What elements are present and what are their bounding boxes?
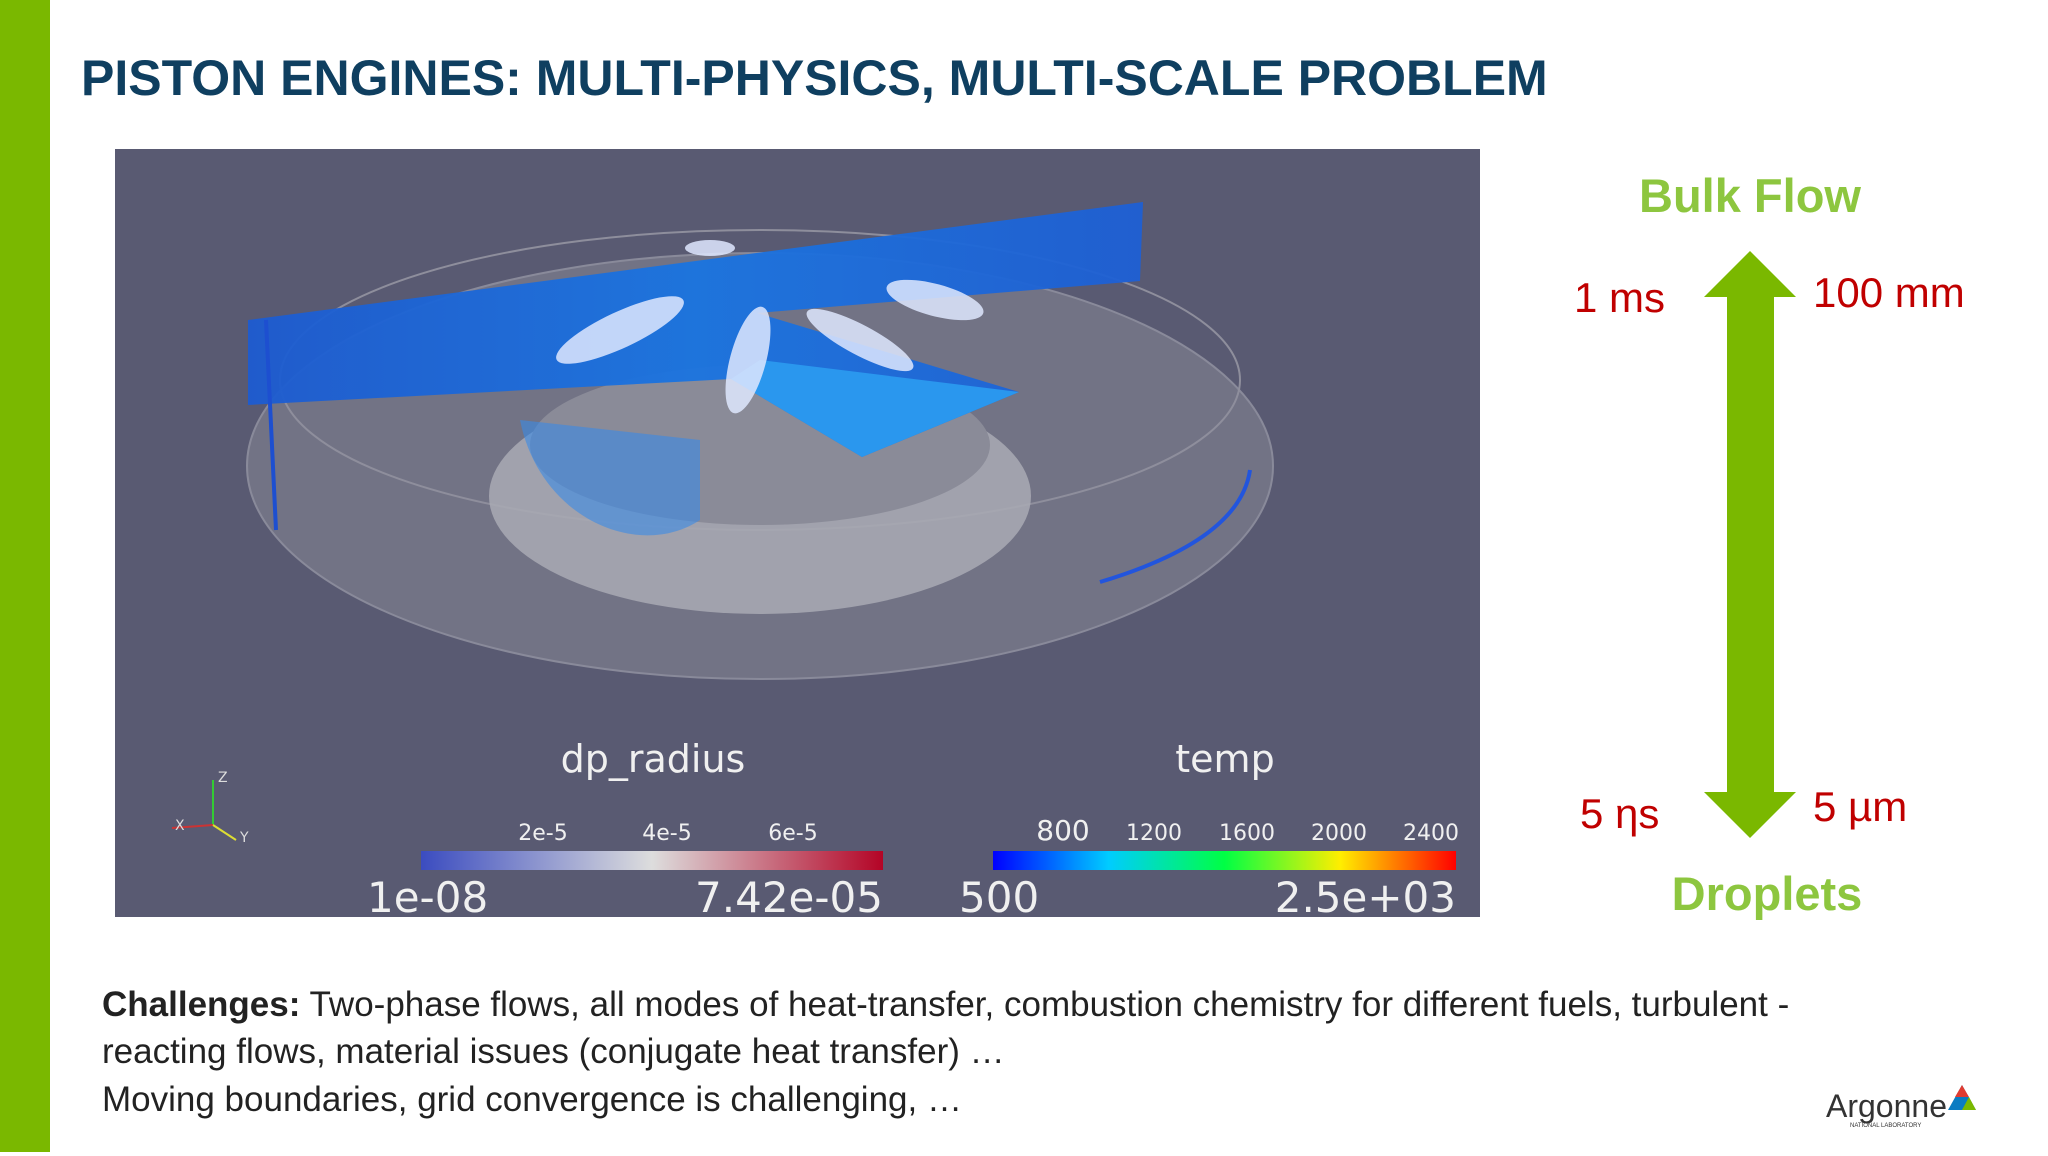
scale-label: 100 mm xyxy=(1813,269,1965,316)
simulation-image: dp_radius temp 2e-5 4e-5 6e-5 800 1200 1… xyxy=(115,149,1480,922)
axis-label: Y xyxy=(239,830,249,846)
logo-name: Argonne xyxy=(1826,1088,1947,1124)
colorbar-tick: 800 xyxy=(1036,814,1089,847)
side-bar xyxy=(0,0,50,1152)
colorbar-tick: 2000 xyxy=(1311,821,1367,846)
scale-label: 5 µm xyxy=(1813,783,1907,830)
colorbar-tick: 6e-5 xyxy=(768,821,817,846)
colorbar-title: temp xyxy=(1175,737,1274,781)
challenges-text: Two-phase flows, all modes of heat-trans… xyxy=(300,985,1789,1024)
colorbar xyxy=(993,851,1456,870)
colorbar-tick: 1600 xyxy=(1219,821,1275,846)
colorbar-tick: 2400 xyxy=(1403,821,1459,846)
scale-arrow xyxy=(1704,251,1796,838)
slide-title: PISTON ENGINES: MULTI-PHYSICS, MULTI-SCA… xyxy=(81,50,1548,106)
scale-bottom: Droplets xyxy=(1672,867,1863,920)
scale-top: Bulk Flow xyxy=(1639,169,1861,222)
colorbar-max: 2.5e+03 xyxy=(1275,873,1456,922)
challenges-line: Moving boundaries, grid convergence is c… xyxy=(102,1080,962,1119)
colorbar-max: 7.42e-05 xyxy=(695,873,883,922)
axis-label: Z xyxy=(218,770,228,786)
colorbar-tick: 2e-5 xyxy=(518,821,567,846)
challenges-line: Challenges: Two-phase flows, all modes o… xyxy=(102,985,1789,1024)
challenges-line: reacting flows, material issues (conjuga… xyxy=(102,1032,1005,1071)
challenges-label: Challenges: xyxy=(102,985,300,1024)
colorbar xyxy=(421,851,883,870)
colorbar-tick: 1200 xyxy=(1126,821,1182,846)
logo-subtitle: NATIONAL LABORATORY xyxy=(1850,1123,1921,1129)
colorbar-min: 500 xyxy=(959,873,1039,922)
scale-label: 5 ηs xyxy=(1580,790,1659,837)
colorbar-min: 1e-08 xyxy=(367,873,488,922)
colorbar-tick: 4e-5 xyxy=(642,821,691,846)
colorbar-title: dp_radius xyxy=(561,737,746,781)
scale-label: 1 ms xyxy=(1574,274,1665,321)
logo: Argonne NATIONAL LABORATORY xyxy=(1826,1085,1976,1129)
axis-label: X xyxy=(175,818,185,834)
